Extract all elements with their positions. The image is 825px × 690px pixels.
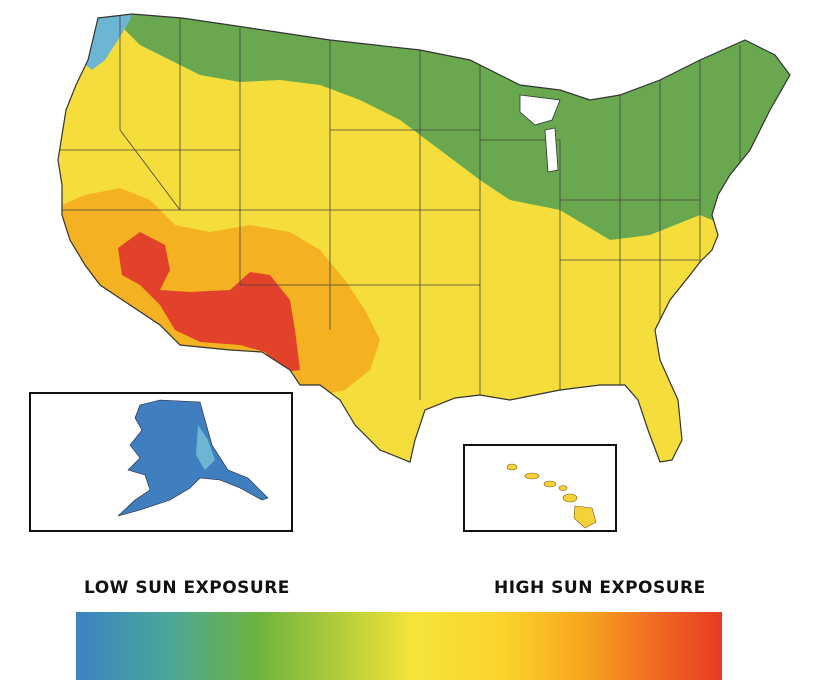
legend-low-label: LOW SUN EXPOSURE xyxy=(84,578,290,598)
hawaii-islands xyxy=(506,463,597,529)
legend-gradient-bar xyxy=(76,612,722,680)
hawaii-inset xyxy=(463,444,617,532)
state-borders xyxy=(60,14,741,400)
alaska-inset xyxy=(29,392,293,532)
great-lakes xyxy=(519,94,561,126)
legend-high-label: HIGH SUN EXPOSURE xyxy=(494,578,706,598)
alaska-shape xyxy=(117,399,269,517)
zone-very-high xyxy=(118,232,300,372)
us-outline xyxy=(57,13,791,463)
lake-michigan xyxy=(544,127,559,173)
hawaii-inset-frame xyxy=(463,444,617,532)
alaska-very-low-zone xyxy=(196,425,215,470)
